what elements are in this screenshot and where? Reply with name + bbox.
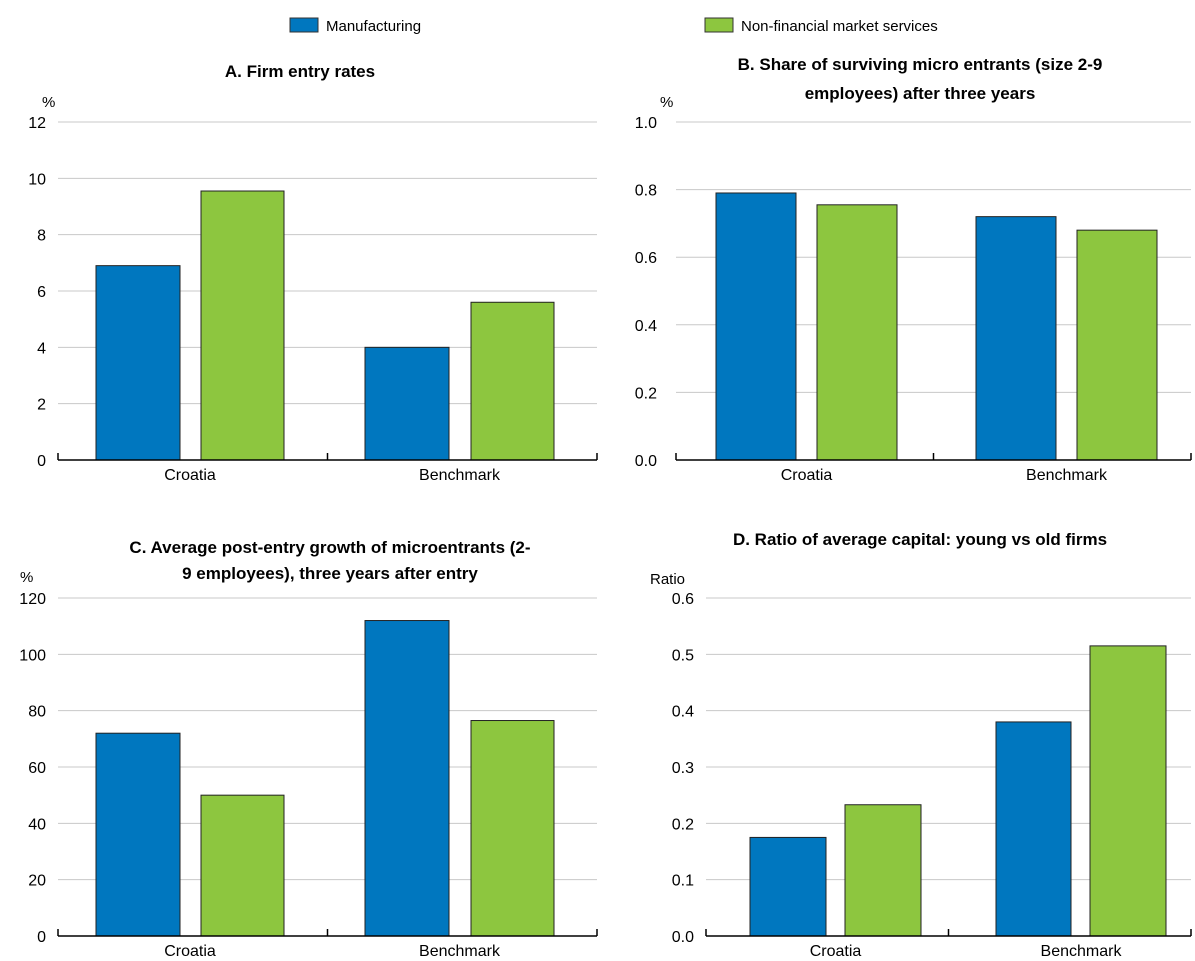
bar-manufacturing-croatia (749, 836, 827, 937)
panel-title: A. Firm entry rates (225, 62, 375, 81)
category-label: Benchmark (1026, 467, 1108, 484)
category-label: Benchmark (1041, 943, 1123, 960)
y-tick-label: 0.8 (635, 183, 657, 200)
y-tick-label: 0.5 (672, 647, 694, 664)
bar-services-croatia (844, 804, 922, 937)
chart-panel-c: 0 20 40 60 80 100 120 Croatia Benchmark C. Averag… (19, 538, 598, 960)
y-unit-label: % (42, 94, 55, 111)
bar-manufacturing-croatia (95, 732, 181, 937)
legend-label-services: Non-financial market services (741, 18, 938, 35)
bar-services-benchmark (470, 301, 555, 461)
bar-manufacturing-benchmark (364, 620, 450, 937)
category-label: Benchmark (419, 943, 501, 960)
panel-title: C. Average post-entry growth of microent… (129, 538, 530, 557)
category-label: Croatia (164, 467, 216, 484)
category-label: Croatia (164, 943, 216, 960)
bar-services-croatia (200, 794, 285, 937)
chart-panels: 0 2 4 6 8 10 12 Croatia Benchmark A. Firm entry r… (19, 55, 1192, 960)
bar-manufacturing-benchmark (364, 346, 450, 461)
chart-panel-a: 0 2 4 6 8 10 12 Croatia Benchmark A. Firm entry r… (28, 62, 598, 484)
y-tick-label: 0.0 (672, 929, 694, 946)
y-tick-label: 12 (28, 115, 46, 132)
y-tick-label: 80 (28, 704, 46, 721)
bar-services-croatia (200, 190, 285, 461)
chart-panel-d: 0.0 0.1 0.2 0.3 0.4 0.5 0.6 Croatia Benchmark D. … (650, 530, 1192, 960)
y-tick-label: 10 (28, 171, 46, 188)
legend-swatch-manufacturing (289, 17, 319, 33)
y-tick-label: 120 (19, 591, 46, 608)
y-unit-label: % (20, 569, 33, 586)
bar-services-benchmark (1076, 229, 1158, 461)
y-tick-label: 0.6 (635, 250, 657, 267)
panel-title: employees) after three years (805, 84, 1036, 103)
y-tick-label: 0.2 (635, 385, 657, 402)
y-tick-label: 0.1 (672, 873, 694, 890)
y-tick-label: 0.4 (635, 318, 657, 335)
bar-services-benchmark (1089, 645, 1167, 937)
legend: Manufacturing Non-financial market servi… (289, 17, 938, 35)
bar-manufacturing-croatia (715, 192, 797, 461)
y-tick-label: 0.3 (672, 760, 694, 777)
bar-services-benchmark (470, 720, 555, 937)
y-tick-label: 8 (37, 228, 46, 245)
y-tick-label: 0.4 (672, 704, 694, 721)
chart-panel-b: 0.0 0.2 0.4 0.6 0.8 1.0 Croatia Benchmark B. Sha… (635, 55, 1192, 484)
y-unit-label: % (660, 94, 673, 111)
panel-title: B. Share of surviving micro entrants (si… (738, 55, 1103, 74)
y-tick-label: 100 (19, 647, 46, 664)
y-tick-label: 2 (37, 397, 46, 414)
y-unit-label: Ratio (650, 571, 685, 588)
y-tick-label: 0.2 (672, 816, 694, 833)
y-tick-label: 60 (28, 760, 46, 777)
bar-manufacturing-benchmark (995, 721, 1072, 937)
y-tick-label: 4 (37, 340, 46, 357)
bar-services-croatia (816, 204, 898, 461)
legend-label-manufacturing: Manufacturing (326, 18, 421, 35)
y-tick-label: 0.0 (635, 453, 657, 470)
bar-manufacturing-benchmark (975, 216, 1057, 461)
category-label: Croatia (810, 943, 862, 960)
panel-title: 9 employees), three years after entry (182, 564, 478, 583)
y-tick-label: 20 (28, 873, 46, 890)
y-tick-label: 0 (37, 453, 46, 470)
y-tick-label: 1.0 (635, 115, 657, 132)
legend-swatch-services (704, 17, 734, 33)
category-label: Benchmark (419, 467, 501, 484)
category-label: Croatia (781, 467, 833, 484)
panel-title: D. Ratio of average capital: young vs ol… (733, 530, 1107, 549)
y-tick-label: 0 (37, 929, 46, 946)
y-tick-label: 6 (37, 284, 46, 301)
y-tick-label: 0.6 (672, 591, 694, 608)
bar-manufacturing-croatia (95, 265, 181, 461)
y-tick-label: 40 (28, 816, 46, 833)
